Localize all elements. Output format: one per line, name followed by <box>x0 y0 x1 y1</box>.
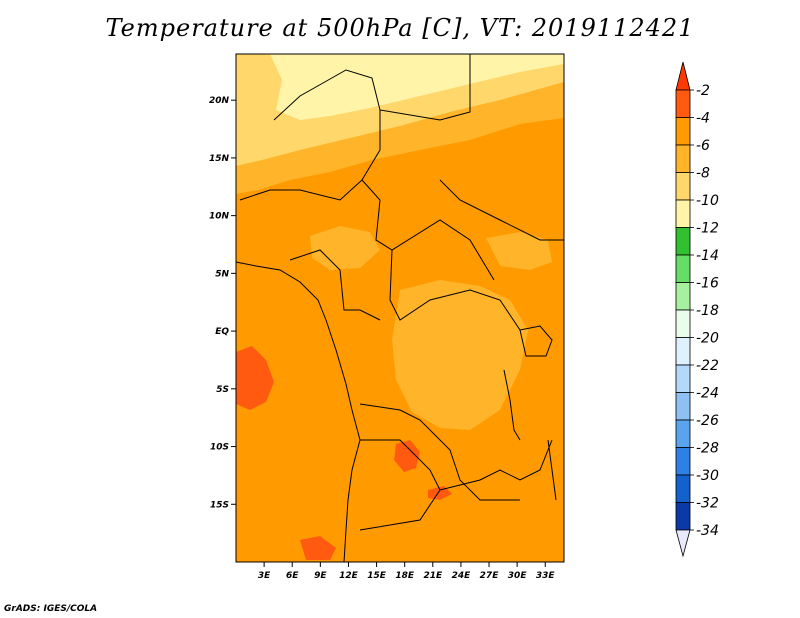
colorbar-segment <box>675 282 691 311</box>
map-panel <box>235 53 565 563</box>
colorbar: -2 -4 -6 -8 -10 -12 -14 -16 -18 -20 -22 -24 -26 -28 -3… <box>675 61 719 558</box>
colorbar-label: -28 <box>696 441 719 457</box>
contour-band-warm-angola <box>394 440 420 472</box>
colorbar-label: -26 <box>696 413 719 429</box>
lon-tick-label: 12E <box>339 571 359 581</box>
colorbar-label: -18 <box>696 303 719 319</box>
lon-tick-label: 9E <box>314 571 327 581</box>
lake-tanganyika <box>503 369 521 441</box>
coastline-west <box>235 261 361 563</box>
colorbar-label: -20 <box>696 331 719 347</box>
grads-credit: GrADS: IGES/COLA <box>4 604 98 614</box>
lat-tick-label: 5S <box>216 385 229 395</box>
lat-tick-label: 5N <box>215 269 229 279</box>
border-cameroon <box>289 249 381 321</box>
colorbar-label: -4 <box>696 111 710 127</box>
colorbar-label: -32 <box>696 496 719 512</box>
map-title: Temperature at 500hPa [C], VT: 201911242… <box>105 14 695 42</box>
colorbar-segment <box>675 447 691 476</box>
lat-tick-label: 10N <box>209 212 230 222</box>
lon-tick-label: 15E <box>367 571 387 581</box>
latitude-ticks: 20N 15N 10N 5N EQ 5S 10S 15S <box>209 96 236 510</box>
colorbar-under-triangle <box>675 529 691 558</box>
colorbar-label: -10 <box>696 193 719 209</box>
border-angola <box>359 439 441 531</box>
colorbar-label: -34 <box>696 523 719 539</box>
colorbar-label: -2 <box>696 83 710 99</box>
colorbar-label: -8 <box>696 166 710 182</box>
colorbar-label: -6 <box>696 138 710 154</box>
colorbar-label: -24 <box>696 386 719 402</box>
colorbar-segment <box>675 172 691 201</box>
lake-victoria <box>519 325 553 357</box>
colorbar-label: -22 <box>696 358 719 374</box>
border-zambia <box>439 439 553 491</box>
colorbar-segment <box>675 199 691 228</box>
colorbar-over-triangle <box>675 61 691 91</box>
borders <box>235 54 564 563</box>
lat-tick-label: 15S <box>210 500 229 510</box>
colorbar-segment <box>675 144 691 173</box>
border-nigeria <box>239 179 363 201</box>
border-chad-sudan <box>379 54 471 121</box>
contour-band-lighter-central <box>392 280 528 430</box>
colorbar-label: -12 <box>696 221 719 237</box>
contour-band-warm-coast <box>300 536 336 560</box>
lat-tick-label: EQ <box>215 327 229 337</box>
lat-tick-label: 10S <box>210 443 229 453</box>
lon-tick-label: 33E <box>536 571 556 581</box>
contour-band-warm-south <box>428 486 452 500</box>
colorbar-segment <box>675 364 691 393</box>
colorbar-segment <box>675 337 691 366</box>
colorbar-segment <box>675 502 691 531</box>
colorbar-segment <box>675 89 691 118</box>
colorbar-label: -16 <box>696 276 719 292</box>
lat-tick-label: 20N <box>209 96 230 106</box>
border-sahara <box>273 69 381 181</box>
colorbar-segment <box>675 227 691 256</box>
border-drc-south <box>359 403 520 501</box>
colorbar-segment <box>675 474 691 503</box>
map-frame <box>235 53 565 563</box>
lon-tick-label: 3E <box>258 571 271 581</box>
lon-tick-label: 27E <box>480 571 500 581</box>
contour-band-lighter-east <box>486 232 552 270</box>
colorbar-segment <box>675 117 691 146</box>
contour-band-warm-west <box>236 346 274 410</box>
lon-tick-label: 6E <box>286 571 299 581</box>
lon-tick-label: 24E <box>452 571 472 581</box>
contour-band-lighter-west <box>310 226 380 270</box>
colorbar-segment <box>675 392 691 421</box>
longitude-ticks: 3E 6E 9E 12E 15E 18E 21E 24E 27E 30E 33E <box>258 562 556 581</box>
border-car-drc <box>389 249 521 331</box>
lon-tick-label: 18E <box>395 571 415 581</box>
colorbar-label: -30 <box>696 468 719 484</box>
border-sudan-south <box>439 179 564 241</box>
lon-tick-label: 30E <box>508 571 528 581</box>
colorbar-label: -14 <box>696 248 719 264</box>
colorbar-segment <box>675 254 691 283</box>
colorbar-segment <box>675 419 691 448</box>
contour-band-palest-north <box>270 54 564 120</box>
lon-tick-label: 21E <box>423 571 443 581</box>
lat-tick-label: 15N <box>209 154 230 164</box>
lake-malawi <box>547 439 557 501</box>
colorbar-segment <box>675 309 691 338</box>
